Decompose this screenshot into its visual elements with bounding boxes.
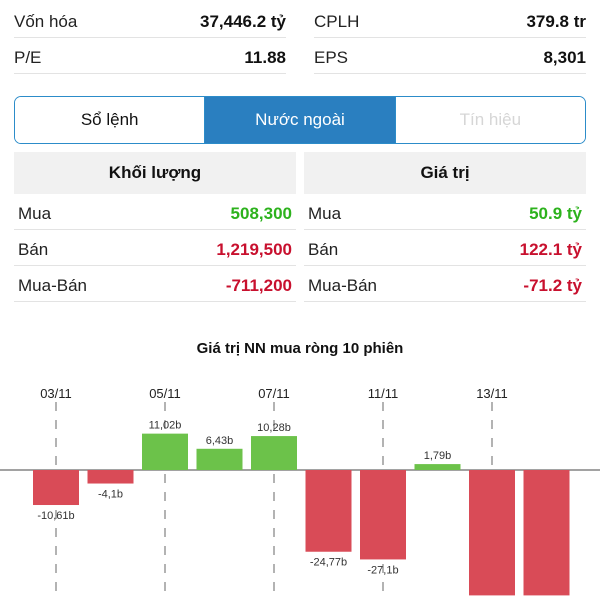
net-buy-chart: 03/11 05/11 07/11 11/11 13/11 -10,61b -4,1b 11,… bbox=[0, 386, 600, 600]
row-label: Bán bbox=[18, 240, 49, 259]
tab-signals[interactable]: Tín hiệu bbox=[394, 97, 585, 143]
table-row: Bán 122.1 tỷ bbox=[304, 230, 586, 266]
bar-value-label: -4,1b bbox=[98, 489, 123, 501]
chart-bar bbox=[87, 470, 134, 484]
tab-foreign[interactable]: Nước ngoài bbox=[204, 97, 395, 143]
row-label: Mua bbox=[18, 204, 52, 223]
bar-value-label: 11,02b bbox=[149, 420, 182, 432]
stat-shares-outstanding: CPLH 379.8 tr bbox=[314, 4, 586, 38]
bar-value-label: -10,61b bbox=[37, 510, 74, 522]
segmented-tabs: Sổ lệnh Nước ngoài Tín hiệu bbox=[14, 96, 586, 144]
bar-value-label: 6,43b bbox=[206, 435, 234, 447]
row-label: Mua-Bán bbox=[18, 276, 87, 295]
chart-bar bbox=[33, 470, 79, 506]
row-value: 122.1 tỷ bbox=[519, 240, 582, 259]
table-row: Bán 1,219,500 bbox=[14, 230, 296, 266]
stat-value: 37,446.2 tỷ bbox=[199, 12, 286, 31]
x-tick-label: 13/11 bbox=[476, 386, 508, 401]
table-row: Mua-Bán -711,200 bbox=[14, 266, 296, 302]
x-tick-label: 11/11 bbox=[368, 386, 399, 401]
foreign-value-table: Giá trị Mua 50.9 tỷ Bán 122.1 tỷ Mua-Bán… bbox=[304, 152, 586, 302]
stat-pe: P/E 11.88 bbox=[14, 40, 286, 74]
row-value: -71.2 tỷ bbox=[523, 276, 582, 295]
row-value: 1,219,500 bbox=[216, 240, 292, 259]
row-label: Mua-Bán bbox=[308, 276, 377, 295]
chart-bar bbox=[196, 448, 243, 470]
stat-value: 8,301 bbox=[543, 48, 586, 67]
table-header: Giá trị bbox=[304, 152, 586, 194]
table-header: Khối lượng bbox=[14, 152, 296, 194]
row-label: Mua bbox=[308, 204, 342, 223]
stats-row: P/E 11.88 EPS 8,301 bbox=[14, 40, 586, 76]
row-label: Bán bbox=[308, 240, 339, 259]
chart-bar bbox=[469, 470, 515, 596]
row-value: 508,300 bbox=[230, 204, 292, 223]
table-row: Mua-Bán -71.2 tỷ bbox=[304, 266, 586, 302]
row-value: 50.9 tỷ bbox=[529, 204, 582, 223]
chart-bar bbox=[523, 470, 570, 596]
chart-bar bbox=[305, 470, 352, 552]
chart-bar bbox=[360, 470, 406, 560]
stat-label: EPS bbox=[314, 48, 349, 67]
stats-row: Vốn hóa 37,446.2 tỷ CPLH 379.8 tr bbox=[14, 4, 586, 40]
table-row: Mua 50.9 tỷ bbox=[304, 194, 586, 230]
chart-bar bbox=[414, 464, 461, 470]
chart-bar bbox=[142, 433, 188, 470]
tab-order-book[interactable]: Sổ lệnh bbox=[15, 97, 205, 143]
x-tick-label: 03/11 bbox=[40, 386, 72, 401]
bar-value-label: -24,77b bbox=[310, 557, 347, 569]
x-tick-label: 07/11 bbox=[258, 386, 290, 401]
table-row: Mua 508,300 bbox=[14, 194, 296, 230]
stat-value: 11.88 bbox=[244, 48, 286, 67]
stat-label: CPLH bbox=[314, 12, 360, 31]
bar-value-label: -27,1b bbox=[367, 564, 398, 576]
bar-value-label: 10,28b bbox=[257, 422, 291, 434]
stat-market-cap: Vốn hóa 37,446.2 tỷ bbox=[14, 4, 286, 38]
stat-value: 379.8 tr bbox=[526, 12, 586, 31]
row-value: -711,200 bbox=[225, 276, 292, 295]
foreign-volume-table: Khối lượng Mua 508,300 Bán 1,219,500 Mua… bbox=[14, 152, 296, 302]
stat-label: Vốn hóa bbox=[14, 12, 78, 31]
chart-title: Giá trị NN mua ròng 10 phiên bbox=[196, 340, 404, 357]
bar-value-label: 1,79b bbox=[424, 450, 452, 462]
stat-label: P/E bbox=[14, 48, 42, 67]
x-tick-label: 05/11 bbox=[149, 386, 181, 401]
stat-eps: EPS 8,301 bbox=[314, 40, 586, 74]
chart-bar bbox=[251, 436, 297, 470]
